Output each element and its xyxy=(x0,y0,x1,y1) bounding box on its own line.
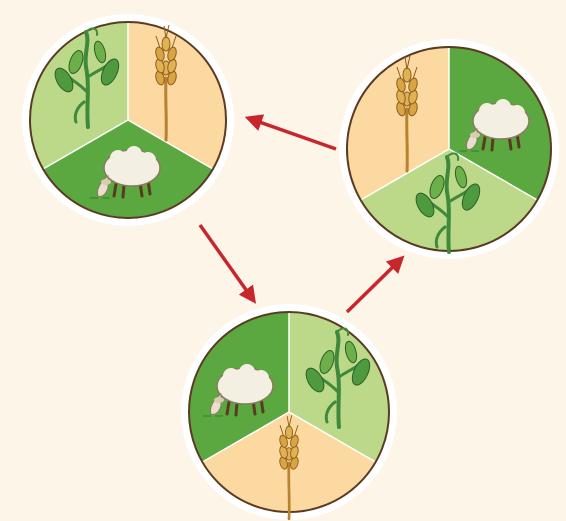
rotation-stage-1 xyxy=(22,14,234,226)
rotation-stage-2 xyxy=(339,39,559,259)
rotation-stage-3 xyxy=(181,304,397,521)
wheat-field-sector xyxy=(128,22,226,169)
arrow-stage1-to-stage3 xyxy=(198,223,257,304)
arrow-stage2-to-stage1 xyxy=(244,114,337,151)
wheat-field-sector xyxy=(347,47,449,200)
arrow-stage3-to-stage2 xyxy=(345,255,405,314)
